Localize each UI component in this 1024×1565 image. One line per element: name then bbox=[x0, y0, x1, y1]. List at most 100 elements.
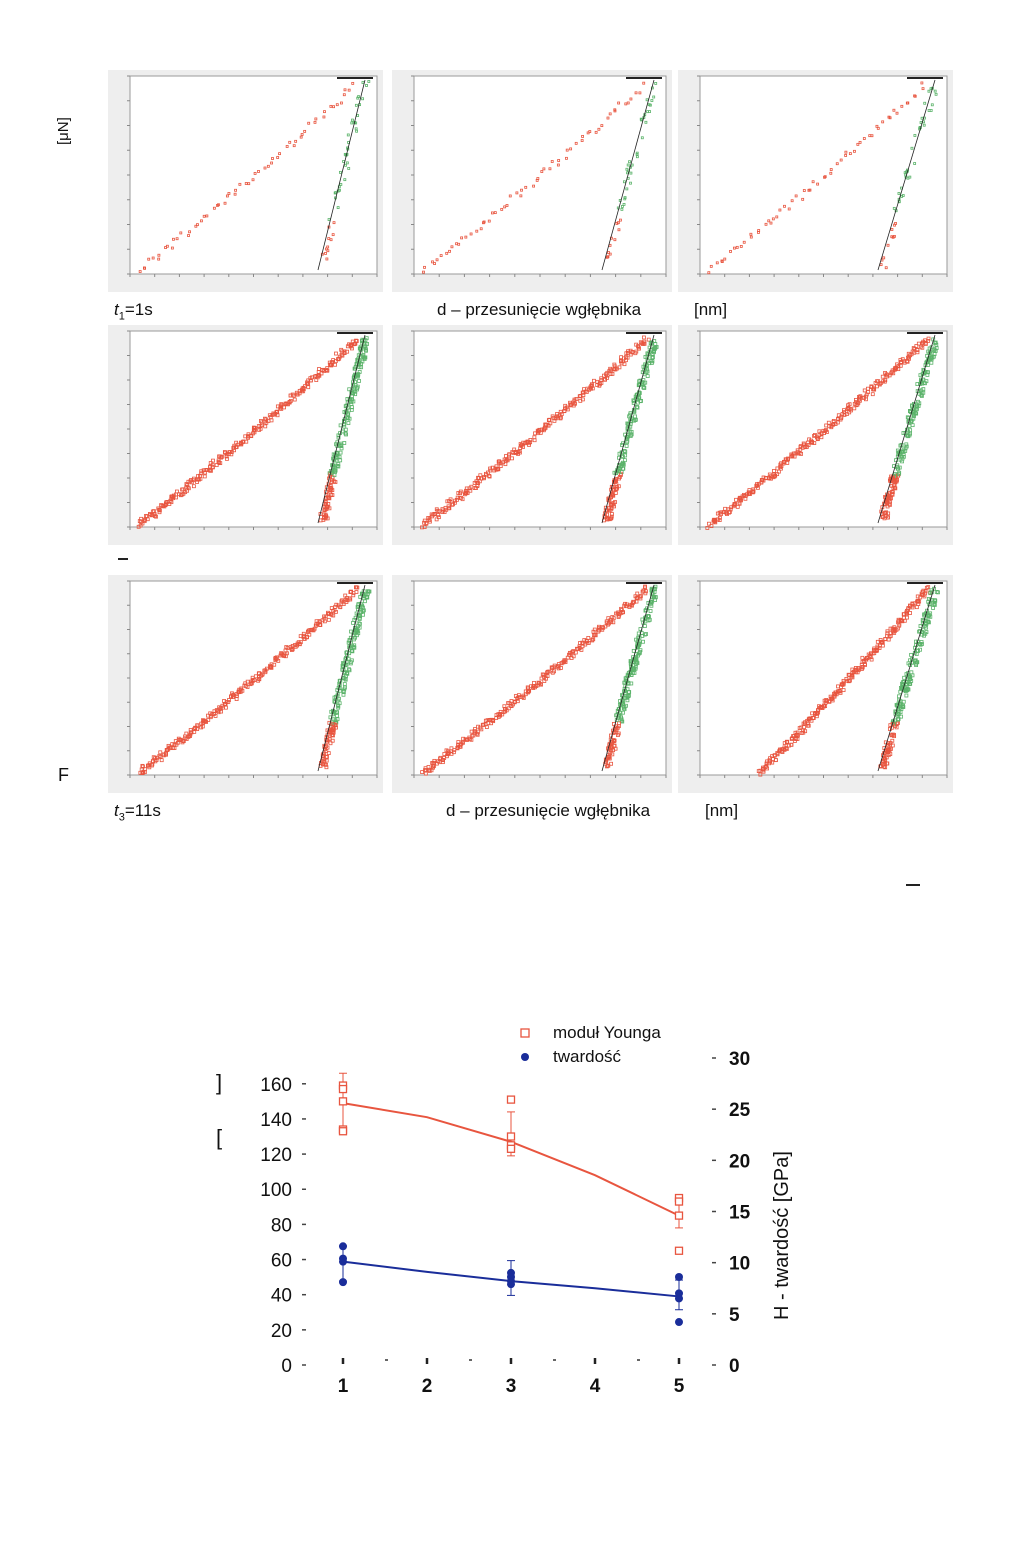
loading-point bbox=[291, 393, 296, 398]
unloading-point bbox=[347, 668, 352, 673]
loading-point bbox=[844, 150, 848, 154]
unloading-point bbox=[614, 482, 619, 486]
unloading-point bbox=[328, 484, 333, 489]
unloading-point bbox=[898, 689, 903, 694]
loading-point bbox=[314, 117, 318, 121]
panel-loading-curve bbox=[422, 81, 646, 274]
loading-point bbox=[729, 505, 734, 510]
unloading-point bbox=[354, 628, 358, 632]
loading-point bbox=[920, 81, 924, 85]
hardness-point bbox=[675, 1318, 683, 1327]
left-axis-bracket: [ bbox=[216, 1125, 222, 1150]
loading-point bbox=[532, 680, 536, 685]
unloading-point bbox=[342, 424, 347, 429]
loading-point bbox=[847, 402, 852, 407]
loading-point bbox=[175, 489, 179, 494]
unloading-point bbox=[621, 441, 625, 446]
loading-point bbox=[521, 696, 526, 700]
unloading-point bbox=[352, 389, 357, 394]
unloading-point bbox=[908, 175, 912, 179]
loading-point bbox=[510, 456, 514, 461]
loading-point bbox=[868, 655, 873, 660]
loading-point bbox=[552, 418, 557, 423]
unloading-point bbox=[909, 652, 914, 657]
loading-point bbox=[206, 713, 210, 718]
unloading-point bbox=[347, 416, 352, 421]
loading-point bbox=[521, 693, 526, 698]
loading-point bbox=[819, 435, 824, 440]
loading-point bbox=[617, 101, 621, 105]
loading-point bbox=[257, 170, 260, 173]
loading-point bbox=[563, 403, 568, 408]
loading-point bbox=[188, 728, 193, 732]
unloading-point bbox=[336, 464, 341, 469]
stray-dash bbox=[118, 558, 128, 560]
loading-point bbox=[165, 748, 170, 752]
loading-point bbox=[773, 758, 778, 763]
unloading-point bbox=[641, 385, 646, 390]
unloading-point bbox=[644, 120, 648, 124]
right-tick-label: 5 bbox=[729, 1305, 740, 1326]
loading-point bbox=[452, 500, 457, 505]
loading-point bbox=[817, 704, 821, 709]
loading-point bbox=[288, 140, 292, 144]
unloading-point bbox=[606, 516, 611, 521]
loading-point bbox=[345, 349, 350, 354]
unloading-point bbox=[337, 681, 342, 686]
unloading-point bbox=[908, 431, 912, 436]
loading-point bbox=[448, 497, 453, 502]
unloading-point bbox=[331, 722, 336, 727]
loading-point bbox=[883, 370, 887, 375]
unloading-point bbox=[635, 152, 639, 156]
loading-point bbox=[354, 339, 359, 343]
unloading-point bbox=[327, 720, 332, 725]
loading-point bbox=[802, 442, 807, 447]
loading-point bbox=[556, 163, 560, 167]
loading-point bbox=[864, 657, 869, 662]
unloading-point bbox=[629, 432, 634, 437]
unloading-point bbox=[922, 624, 927, 628]
loading-point bbox=[354, 338, 358, 343]
loading-point bbox=[885, 629, 890, 634]
loading-point bbox=[900, 357, 905, 362]
unloading-point bbox=[323, 516, 328, 521]
unloading-point bbox=[361, 354, 365, 359]
loading-point bbox=[758, 772, 763, 777]
loading-point bbox=[450, 502, 455, 507]
unloading-point bbox=[929, 109, 933, 112]
loading-point bbox=[171, 495, 176, 499]
loading-point bbox=[304, 635, 309, 640]
loading-point bbox=[317, 373, 322, 378]
unloading-point bbox=[626, 694, 631, 699]
loading-point bbox=[337, 356, 342, 361]
loading-point bbox=[915, 348, 920, 352]
loading-point bbox=[642, 335, 646, 340]
loading-point bbox=[715, 261, 719, 265]
unloading-point bbox=[648, 341, 653, 346]
loading-point bbox=[572, 401, 577, 406]
loading-point bbox=[898, 363, 903, 368]
loading-point bbox=[424, 521, 429, 526]
loading-point bbox=[505, 204, 509, 207]
loading-point bbox=[637, 594, 642, 599]
loading-point bbox=[888, 626, 893, 631]
loading-point bbox=[805, 723, 810, 728]
unloading-point bbox=[332, 221, 336, 225]
loading-point bbox=[605, 375, 609, 380]
loading-point bbox=[723, 506, 727, 511]
loading-point bbox=[609, 620, 614, 625]
loading-point bbox=[422, 270, 425, 274]
unloading-point bbox=[336, 435, 341, 440]
unloading-point bbox=[330, 733, 334, 737]
loading-point bbox=[921, 87, 925, 91]
unloading-point bbox=[883, 740, 888, 745]
loading-point bbox=[907, 356, 911, 361]
unloading-point bbox=[929, 357, 934, 362]
unloading-point bbox=[359, 608, 364, 613]
legend-marker bbox=[521, 1053, 529, 1061]
loading-point bbox=[460, 236, 464, 240]
unloading-point bbox=[900, 456, 905, 461]
unloading-point bbox=[890, 743, 895, 748]
loading-point bbox=[184, 731, 189, 736]
loading-point bbox=[783, 457, 788, 462]
